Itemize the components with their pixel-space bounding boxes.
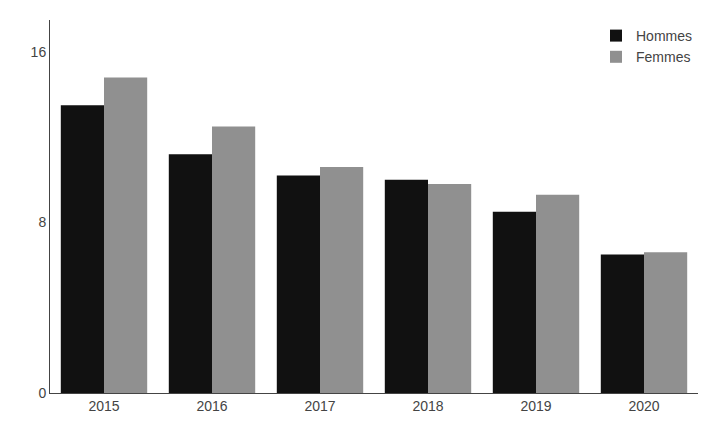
svg-text:2018: 2018 — [412, 398, 443, 414]
svg-text:2015: 2015 — [88, 398, 119, 414]
svg-text:8: 8 — [38, 214, 46, 230]
svg-text:2019: 2019 — [520, 398, 551, 414]
svg-text:2016: 2016 — [196, 398, 227, 414]
svg-text:2020: 2020 — [628, 398, 659, 414]
svg-text:Hommes: Hommes — [636, 28, 692, 44]
svg-text:2017: 2017 — [304, 398, 335, 414]
svg-text:16: 16 — [31, 44, 47, 60]
svg-text:0: 0 — [38, 385, 46, 401]
svg-text:Femmes: Femmes — [636, 49, 690, 65]
